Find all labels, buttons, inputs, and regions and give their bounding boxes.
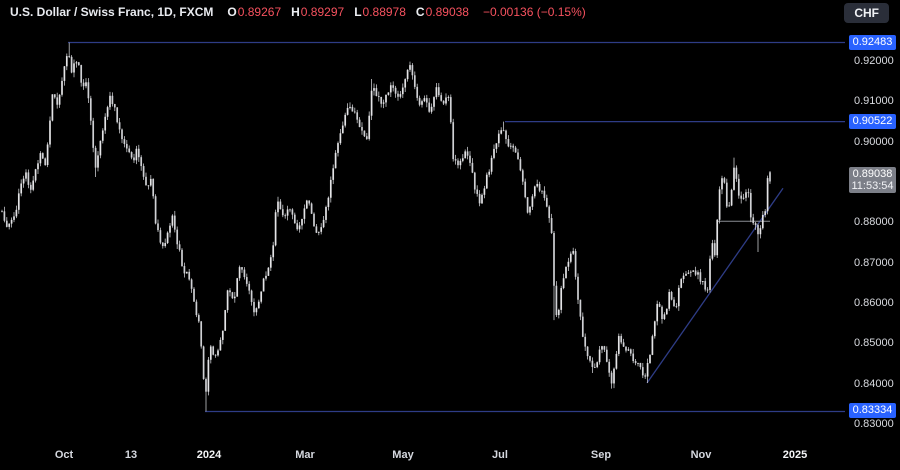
close-value: C 0.89038 [415,5,469,19]
time-tick: 13 [124,449,138,461]
level-price-badge: 0.92483 [849,34,896,50]
price-tick: 0.90000 [854,135,894,148]
time-axis[interactable]: Oct 13 2024 Mar May Jul Sep Nov 2025 [0,440,845,470]
time-tick: 2024 [196,449,222,461]
price-tick: 0.88000 [854,216,894,229]
high-value: H 0.89297 [291,5,345,19]
open-value: O 0.89267 [227,5,282,19]
time-tick: Mar [295,449,315,461]
time-tick: May [392,449,414,461]
ohlc-values: O 0.89267 H 0.89297 L 0.88978 C 0.89038 [227,5,469,19]
currency-toggle-button[interactable]: CHF [844,3,889,23]
price-tick: 0.92000 [854,55,894,67]
chart-legend: U.S. Dollar / Swiss Franc, 1D, FXCM O 0.8… [10,5,586,19]
price-tick: 0.84000 [854,377,894,390]
current-price-badge: 0.89038 11:53:54 [849,167,896,194]
time-tick: Nov [690,449,712,461]
change-value: −0.00136 (−0.15%) [482,5,586,19]
time-tick: Oct [54,449,74,461]
price-axis[interactable]: 0.92000 0.91000 0.90000 0.88000 0.87000 0.860… [848,0,900,470]
price-tick: 0.85000 [854,337,894,350]
candles-layer [1,42,771,412]
time-tick: Sep [590,449,612,461]
symbol-title[interactable]: U.S. Dollar / Swiss Franc, 1D, FXCM [10,5,214,19]
price-tick: 0.86000 [854,296,894,309]
low-value: L 0.88978 [354,5,406,19]
level-price-badge: 0.83334 [849,403,896,419]
drawings-layer[interactable] [68,41,845,413]
bar-countdown: 11:53:54 [851,180,894,193]
level-price-badge: 0.90522 [849,113,896,129]
price-tick: 0.91000 [854,95,894,108]
trendline[interactable] [646,187,784,384]
price-tick: 0.87000 [854,256,894,269]
time-tick: Jul [492,449,508,461]
time-tick: 2025 [782,449,808,461]
price-tick: 0.83000 [854,417,894,430]
